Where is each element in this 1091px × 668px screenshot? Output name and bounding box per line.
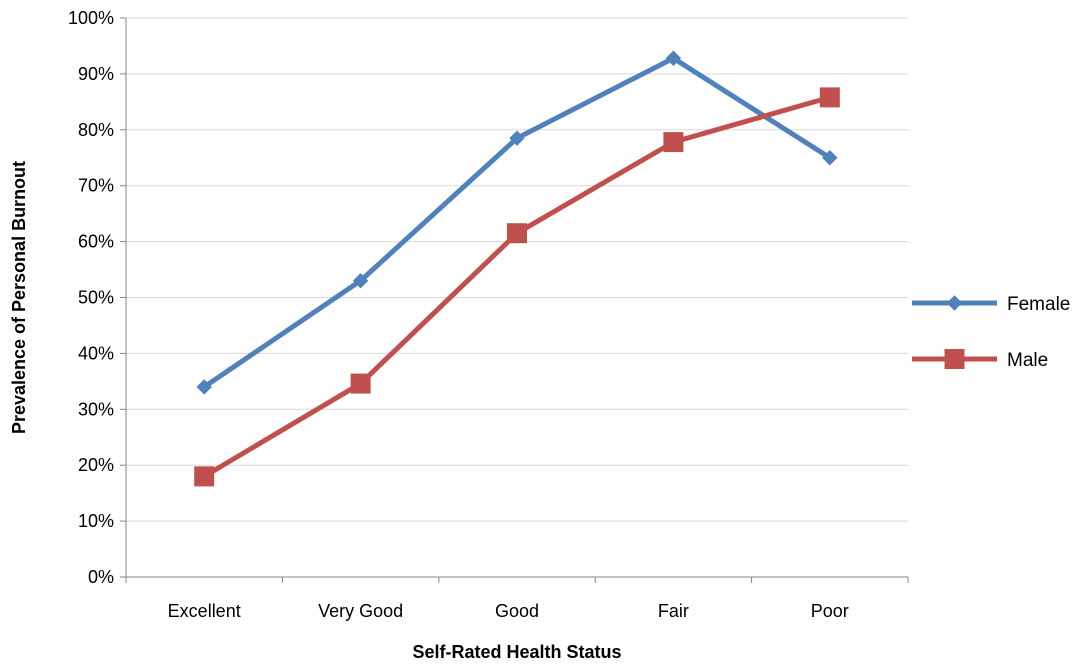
data-point xyxy=(665,50,682,66)
x-tick-label: Poor xyxy=(811,601,849,621)
data-point xyxy=(663,132,684,153)
x-tick-label: Very Good xyxy=(318,601,403,621)
y-tick-label: 10% xyxy=(78,511,114,531)
data-point xyxy=(819,87,840,108)
data-point xyxy=(509,130,525,146)
gridlines xyxy=(120,17,909,583)
y-tick-label: 20% xyxy=(78,455,114,475)
series-line xyxy=(201,55,833,390)
legend-item: Female xyxy=(912,294,1070,315)
x-axis-title: Self-Rated Health Status xyxy=(412,642,621,662)
legend-item: Male xyxy=(912,349,1048,371)
data-point xyxy=(196,379,212,395)
series-female xyxy=(196,50,838,395)
x-tick-label: Good xyxy=(495,601,539,621)
data-point xyxy=(822,150,838,166)
y-tick-label: 30% xyxy=(78,399,114,419)
x-tick-label: Excellent xyxy=(168,601,241,621)
legend: Female Male xyxy=(912,294,1070,371)
y-tick-label: 90% xyxy=(78,64,114,84)
legend-label: Female xyxy=(1007,294,1070,315)
data-point xyxy=(507,223,527,244)
data-point xyxy=(352,273,369,289)
series xyxy=(194,50,840,487)
y-tick-label: 80% xyxy=(78,120,114,140)
series-male xyxy=(194,87,840,487)
data-point xyxy=(194,466,215,487)
y-tick-label: 40% xyxy=(78,343,114,363)
y-tick-label: 60% xyxy=(78,232,114,252)
y-tick-label: 50% xyxy=(78,288,114,308)
y-tick-label: 0% xyxy=(88,567,114,587)
y-tick-label: 70% xyxy=(78,176,114,196)
legend-marker xyxy=(944,349,965,369)
y-tick-label: 100% xyxy=(68,8,114,28)
y-axis-title: Prevalence of Personal Burnout xyxy=(9,161,29,434)
series-line xyxy=(201,94,833,479)
y-tick-labels: 0% 10% 20% 30% 40% 50% 60% 70% 80% 90% 100% xyxy=(68,8,114,587)
legend-marker xyxy=(946,295,963,311)
x-tick-labels: Excellent Very Good Good Fair Poor xyxy=(168,601,849,621)
data-point xyxy=(350,373,371,394)
axes xyxy=(125,18,908,578)
legend-label: Male xyxy=(1007,350,1048,371)
x-tick-label: Fair xyxy=(658,601,689,621)
